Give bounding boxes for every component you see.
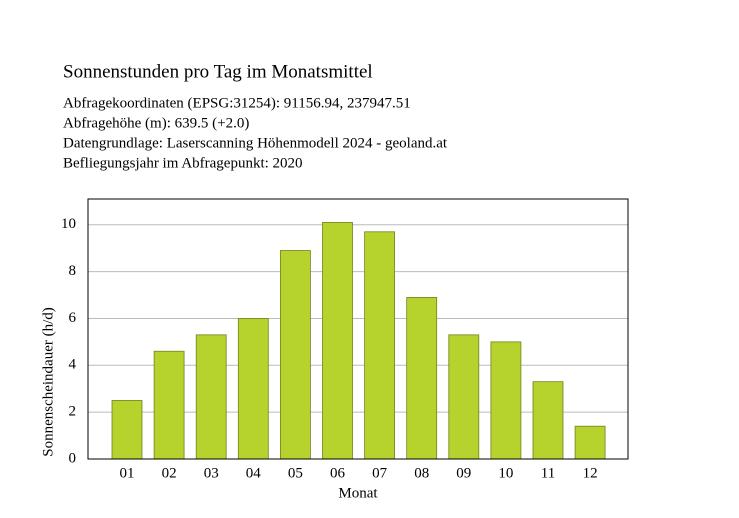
subtitle: Abfragehöhe (m): 639.5 (+2.0)	[63, 115, 249, 131]
bar	[111, 400, 143, 460]
x-tick-label: 07	[372, 465, 388, 481]
bar	[279, 250, 311, 460]
y-tick-label: 4	[69, 357, 77, 373]
bar	[364, 231, 396, 460]
subtitle: Befliegungsjahr im Abfragepunkt: 2020	[63, 155, 303, 171]
x-tick-label: 12	[583, 465, 598, 481]
y-tick-label: 8	[69, 263, 77, 279]
bar	[448, 334, 480, 460]
x-tick-label: 05	[288, 465, 303, 481]
subtitle: Abfragekoordinaten (EPSG:31254): 91156.9…	[63, 95, 411, 111]
x-tick-label: 06	[330, 465, 346, 481]
chart-title: Sonnenstunden pro Tag im Monatsmittel	[63, 61, 373, 82]
bar	[195, 334, 227, 460]
plot-frame	[87, 198, 629, 460]
x-tick-label: 02	[162, 465, 177, 481]
y-tick-label: 6	[69, 310, 77, 326]
x-tick-label: 04	[246, 465, 262, 481]
subtitle: Datengrundlage: Laserscanning Höhenmodel…	[63, 135, 448, 151]
bar	[574, 425, 606, 460]
x-tick-label: 11	[541, 465, 555, 481]
bar	[237, 318, 269, 460]
x-tick-label: 10	[498, 465, 513, 481]
bar	[490, 341, 522, 460]
bar	[322, 222, 353, 460]
y-axis-label: Sonnenscheindauer (h/d)	[40, 307, 56, 457]
bar	[532, 381, 564, 460]
x-tick-label: 08	[414, 465, 429, 481]
bar	[406, 296, 438, 460]
x-tick-label: 01	[120, 465, 135, 481]
x-tick-label: 09	[456, 465, 471, 481]
x-tick-label: 03	[204, 465, 219, 481]
y-tick-label: 2	[69, 404, 77, 420]
y-tick-label: 10	[61, 216, 76, 232]
bar	[153, 350, 185, 460]
y-tick-label: 0	[69, 450, 77, 466]
x-axis-label: Monat	[338, 485, 378, 501]
